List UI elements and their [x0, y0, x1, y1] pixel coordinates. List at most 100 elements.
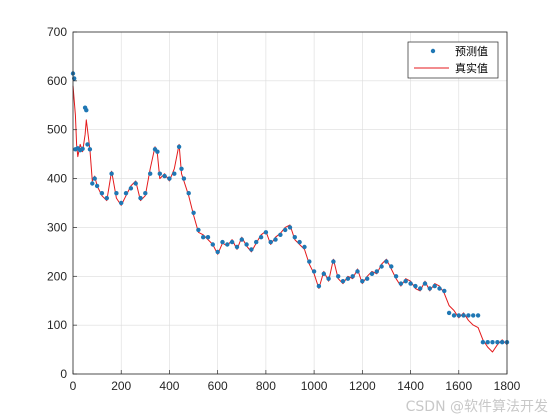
predicted-point — [249, 247, 254, 252]
predicted-point — [128, 186, 134, 191]
predicted-point — [287, 225, 293, 230]
predicted-point — [104, 195, 110, 201]
x-tick-label: 800 — [256, 379, 276, 393]
predicted-point — [369, 271, 375, 276]
predicted-point — [268, 239, 273, 245]
predicted-point — [87, 147, 93, 152]
predicted-point — [133, 181, 138, 186]
predicted-point — [283, 227, 288, 233]
predicted-point — [437, 286, 442, 291]
predicted-point — [148, 171, 153, 176]
x-tick-label: 200 — [111, 379, 131, 393]
legend-label-actual: 真实值 — [455, 61, 488, 75]
predicted-point — [345, 276, 351, 281]
predicted-series-layer — [70, 71, 510, 345]
y-tick-label: 300 — [47, 220, 67, 234]
predicted-point — [446, 310, 452, 316]
predicted-point — [191, 210, 196, 215]
x-tick-label: 0 — [70, 379, 77, 393]
predicted-point — [456, 313, 461, 318]
predicted-point — [244, 242, 249, 247]
predicted-point — [234, 244, 240, 250]
x-tick-label: 1000 — [301, 379, 328, 393]
y-tick-label: 100 — [47, 318, 67, 332]
predicted-point — [80, 146, 85, 151]
predicted-point — [99, 191, 105, 196]
predicted-point — [297, 239, 302, 245]
predicted-point — [432, 283, 437, 289]
predicted-point — [365, 276, 370, 281]
predicted-point — [427, 286, 432, 291]
predicted-point — [94, 183, 100, 189]
y-tick-label: 600 — [47, 74, 67, 88]
predicted-point — [278, 232, 283, 237]
predicted-point — [179, 166, 184, 171]
predicted-point — [215, 249, 220, 255]
predicted-point — [495, 340, 500, 345]
predicted-point — [201, 235, 206, 240]
x-tick-label: 600 — [208, 379, 228, 393]
predicted-point — [172, 171, 177, 176]
predicted-point — [119, 200, 124, 206]
legend-label-predicted: 预测值 — [455, 45, 488, 58]
predicted-point — [331, 259, 336, 264]
predicted-point — [422, 281, 428, 286]
predicted-point — [471, 313, 476, 318]
predicted-point — [389, 264, 394, 269]
predicted-point — [205, 235, 211, 240]
predicted-point — [451, 313, 457, 318]
predicted-point — [316, 283, 322, 289]
y-tick-label: 200 — [47, 269, 67, 283]
predicted-point — [393, 274, 399, 279]
y-tick-label: 500 — [47, 123, 67, 137]
predicted-point — [408, 281, 413, 286]
axis-ticks: 0 200 400 600 800 1000 1200 1400 1600 1800 0 100 200… — [47, 25, 521, 393]
plot-frame — [72, 31, 508, 375]
predicted-point — [92, 176, 97, 181]
predicted-point — [84, 108, 89, 113]
legend-marker-predicted — [430, 48, 436, 54]
predicted-point — [263, 230, 269, 235]
legend-box — [407, 41, 499, 79]
y-tick-label: 400 — [47, 172, 67, 186]
predicted-point — [181, 176, 187, 181]
x-tick-label: 1200 — [349, 379, 376, 393]
predicted-point — [155, 149, 160, 154]
predicted-point — [466, 313, 471, 318]
predicted-point — [85, 142, 90, 147]
predicted-point — [196, 227, 201, 233]
plot-area — [73, 32, 507, 374]
x-tick-label: 1400 — [397, 379, 424, 393]
predicted-point — [360, 279, 365, 284]
watermark: CSDN @软件算法开发 — [405, 399, 548, 415]
predicted-point — [210, 242, 215, 247]
predicted-point — [490, 340, 495, 345]
predicted-point — [162, 173, 167, 179]
predicted-point — [311, 269, 317, 274]
predicted-point — [229, 239, 235, 245]
predicted-point — [485, 340, 490, 345]
legend: 预测值 真实值 — [407, 41, 499, 79]
predicted-point — [157, 171, 162, 176]
predicted-point — [307, 259, 312, 264]
predicted-point — [254, 239, 259, 245]
predicted-point — [418, 286, 423, 291]
predicted-point — [273, 237, 278, 242]
predicted-point — [220, 239, 225, 245]
predicted-point — [292, 235, 297, 240]
predicted-point — [90, 181, 95, 186]
predicted-point — [186, 191, 191, 196]
predicted-point — [398, 281, 404, 286]
x-tick-label: 1600 — [445, 379, 472, 393]
predicted-point — [403, 279, 408, 284]
predicted-point — [500, 340, 505, 345]
predicted-point — [374, 269, 379, 274]
predicted-point — [461, 313, 466, 318]
predicted-point — [176, 144, 182, 149]
predicted-point — [167, 176, 172, 181]
predicted-point — [225, 242, 230, 247]
predicted-point — [326, 276, 331, 281]
x-tick-label: 400 — [159, 379, 179, 393]
predicted-point — [413, 283, 418, 289]
